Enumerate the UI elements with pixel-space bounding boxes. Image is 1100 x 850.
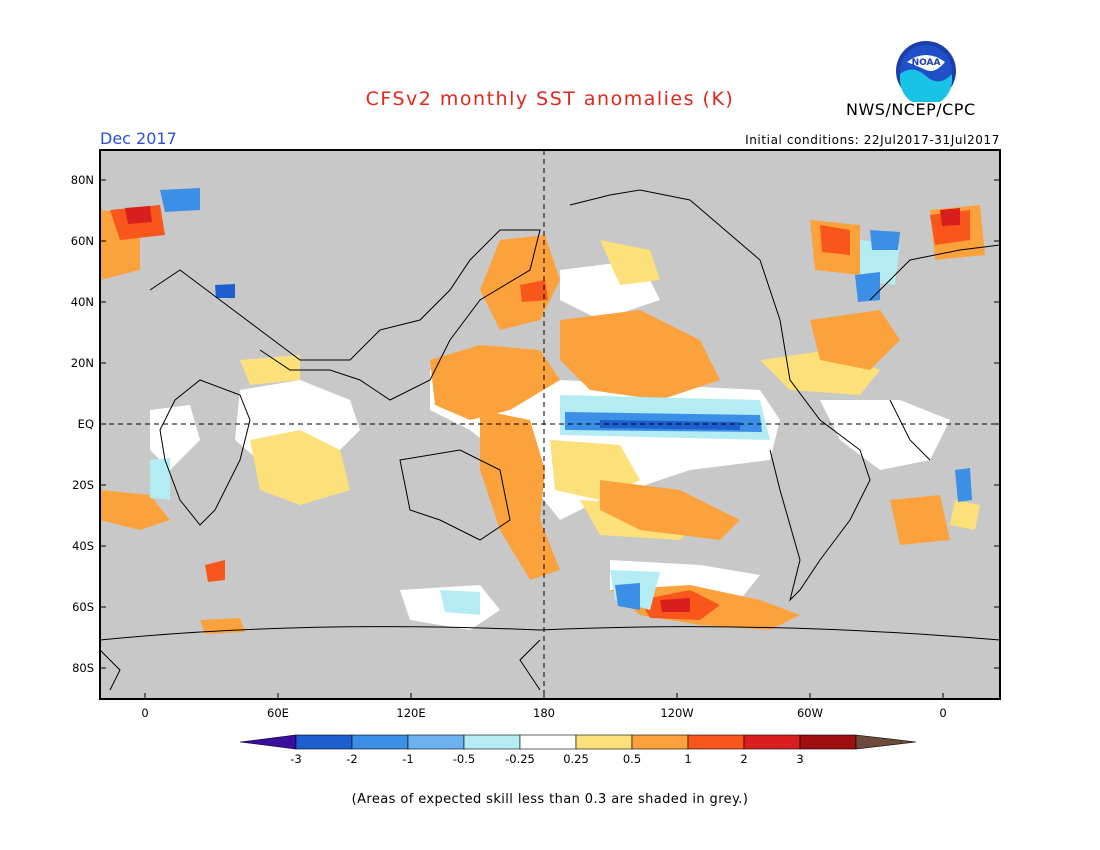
lat-label-40n: 40N [70, 295, 94, 309]
colorbar-swatch [743, 734, 801, 750]
colorbar-label: 2 [740, 752, 748, 766]
colorbar-label: 0.5 [622, 752, 642, 766]
colorbar-min-arrow [239, 734, 297, 750]
colorbar-label: -1 [402, 752, 414, 766]
forecast-month: Dec 2017 [100, 129, 177, 148]
noaa-logo-text: NOAA [912, 58, 941, 68]
skill-footnote: (Areas of expected skill less than 0.3 a… [351, 792, 749, 807]
map-title: CFSv2 monthly SST anomalies (K) [365, 88, 735, 110]
colorbar-swatch [295, 734, 353, 750]
lat-label-eq: EQ [77, 417, 94, 431]
coastlines [100, 189, 1000, 691]
lat-label-80s: 80S [72, 661, 94, 675]
negative-large-regions [215, 284, 740, 430]
colorbar-swatch [631, 734, 689, 750]
colorbar-label: -0.5 [452, 752, 476, 766]
colorbar-swatch [575, 734, 633, 750]
colorbar-label: 1 [684, 752, 692, 766]
lon-label-120e: 120E [396, 706, 426, 720]
lon-label-0-east: 0 [939, 706, 947, 720]
lon-label-60e: 60E [267, 706, 289, 720]
lat-label-20s: 20S [72, 478, 94, 492]
noaa-logo-icon: NOAA [895, 40, 957, 106]
lat-label-60n: 60N [70, 234, 94, 248]
map-field [100, 150, 1000, 699]
lon-label-0: 0 [141, 706, 149, 720]
colorbar-swatch [351, 734, 409, 750]
lon-label-120w: 120W [660, 706, 694, 720]
colorbar-swatch [407, 734, 465, 750]
colorbar-swatch [519, 734, 577, 750]
lat-label-60s: 60S [72, 600, 94, 614]
colorbar-label: -0.25 [505, 752, 535, 766]
lat-ticks [100, 179, 1000, 669]
colorbar-label: -3 [290, 752, 302, 766]
positive-extreme-regions [125, 206, 960, 612]
colorbar-label: -2 [346, 752, 358, 766]
colorbar-swatch [799, 734, 857, 750]
colorbar-max-arrow [855, 734, 917, 750]
lon-label-60w: 60W [796, 706, 823, 720]
lat-label-40s: 40S [72, 539, 94, 553]
lat-label-80n: 80N [70, 173, 94, 187]
lon-ticks [144, 693, 944, 699]
colorbar-swatch [687, 734, 745, 750]
lat-label-20n: 20N [70, 356, 94, 370]
initial-conditions: Initial conditions: 22Jul2017-31Jul2017 [745, 133, 1000, 147]
colorbar-label: 3 [796, 752, 804, 766]
lon-label-180: 180 [533, 706, 555, 720]
colorbar-swatch [463, 734, 521, 750]
agency-label: NWS/NCEP/CPC [846, 100, 976, 119]
colorbar-label: 0.25 [563, 752, 589, 766]
